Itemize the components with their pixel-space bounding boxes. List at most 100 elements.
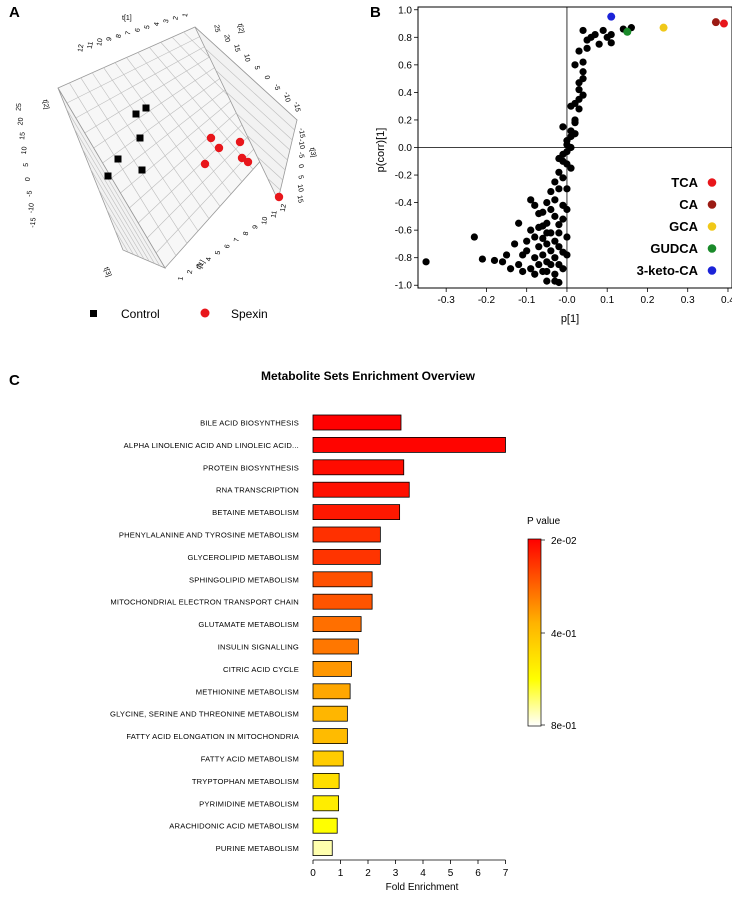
s-plot-axes: -0.3 -0.2 -0.1 -0.0 0.1 0.2 0.3 0.4 1.0 0.8 0.6 0.4… — [395, 5, 732, 306]
s-plot-point — [547, 205, 555, 214]
s-plot-point — [567, 102, 575, 110]
enrichment-bar — [312, 795, 339, 812]
enrichment-bar — [312, 683, 351, 700]
s-plot-point — [579, 26, 587, 35]
tick-label-top: 11 — [87, 41, 95, 49]
s-plot-point — [563, 185, 571, 193]
legend-marker-tca — [707, 178, 717, 187]
wall-grid-line — [82, 148, 150, 262]
enrichment-bar — [312, 481, 410, 498]
tick-label-bottom: 5 — [215, 250, 223, 255]
enrichment-category-label: GLYCINE, SERINE AND THREONINE METABOLISM — [110, 710, 299, 719]
enrichment-bar — [312, 593, 373, 610]
tick-label-left: -5 — [26, 190, 34, 197]
s-plot-point — [575, 86, 583, 94]
enrichment-bar — [312, 817, 338, 834]
x-tick-label: 0.2 — [641, 295, 655, 306]
s-plot-point — [543, 277, 551, 285]
enrichment-bars: BILE ACID BIOSYNTHESIS ALPHA LINOLENIC AC… — [110, 414, 506, 857]
s-plot-point — [539, 222, 547, 230]
tick-label-left: 10 — [21, 146, 29, 154]
tick-label-top: 9 — [106, 37, 114, 42]
tick-label-right: 15 — [232, 44, 240, 53]
enrichment-x-label: Fold Enrichment — [386, 882, 459, 893]
tick-label-bottom: 10 — [261, 216, 269, 225]
enrichment-category-label: GLYCEROLIPID METABOLISM — [188, 553, 300, 562]
wall-grid-line — [236, 113, 288, 161]
wall-grid-line — [90, 168, 145, 260]
enrichment-bar — [312, 459, 405, 476]
enrichment-category-label: PURINE METABOLISM — [216, 844, 299, 853]
y-tick-label: 1.0 — [398, 5, 412, 16]
enrichment-category-label: PYRIMIDINE METABOLISM — [199, 799, 299, 808]
axis-title-t3-right: t[3] — [308, 147, 317, 158]
tick-label-floor: 5 — [296, 175, 304, 180]
highlight-point-tca — [719, 19, 728, 28]
tick-label-right: 20 — [222, 34, 230, 43]
s-plot-point — [535, 260, 543, 269]
axis-title-t3-left: t[3] — [102, 266, 112, 278]
s-plot-point — [591, 30, 599, 39]
tick-label-top: 10 — [96, 38, 104, 47]
s-plot-point — [498, 258, 507, 266]
enrichment-bar — [312, 616, 362, 633]
tick-label-floor: 15 — [295, 195, 303, 204]
s-plot-point — [527, 265, 535, 273]
s-plot-point — [527, 196, 535, 204]
s-plot-point — [535, 210, 543, 218]
tick-label-left: 15 — [19, 132, 27, 140]
tick-label-bottom: 1 — [177, 276, 185, 281]
enrichment-bar — [312, 750, 344, 767]
s-plot-point — [515, 219, 523, 227]
x-tick-label: 0 — [310, 868, 316, 879]
x-tick-label: 2 — [365, 868, 371, 879]
enrichment-bar — [312, 526, 381, 543]
legend-spexin-marker — [200, 308, 210, 318]
s-plot-point — [559, 174, 567, 182]
s-plot-x-label: p[1] — [561, 313, 579, 325]
s-plot-point — [547, 187, 555, 196]
enrichment-bar — [312, 638, 359, 655]
tick-label-right: 10 — [242, 54, 250, 63]
s-plot-point — [523, 237, 531, 245]
x-tick-label: 0.1 — [600, 295, 614, 306]
spexin-point — [274, 192, 284, 202]
s-plot-point — [551, 196, 559, 204]
x-tick-label: 0.3 — [681, 295, 695, 306]
s-plot-point — [555, 221, 563, 229]
s-plot-point — [567, 164, 575, 172]
colorbar — [527, 538, 542, 727]
y-tick-label: -1.0 — [395, 281, 413, 292]
tick-label-left: 0 — [25, 177, 32, 182]
y-tick-label: -0.6 — [395, 226, 413, 237]
x-tick-label: 5 — [448, 868, 454, 879]
tick-label-bottom: 4 — [205, 257, 213, 262]
s-plot-point — [607, 39, 615, 47]
axis-title-t1-bottom: t[1] — [196, 259, 207, 271]
tick-label-floor: -15 — [297, 128, 306, 139]
tick-label-right: -15 — [292, 101, 301, 112]
wall-grid-line — [205, 48, 295, 131]
enrichment-category-label: PHENYLALANINE AND TYROSINE METABOLISM — [119, 531, 299, 540]
s-plot: -0.3 -0.2 -0.1 -0.0 0.1 0.2 0.3 0.4 1.0 0.8 0.6 0.4… — [375, 5, 732, 325]
legend-label-ca: CA — [679, 197, 698, 212]
tick-label-left: 5 — [23, 163, 30, 168]
s-plot-point — [527, 226, 535, 234]
score-plot-grid — [57, 26, 298, 269]
legend-control-label: Control — [121, 307, 160, 321]
control-point — [104, 172, 112, 180]
x-tick-label: 3 — [393, 868, 399, 879]
s-plot-point — [470, 233, 478, 241]
s-plot-point — [599, 26, 607, 35]
s-plot-point — [563, 251, 571, 259]
legend-spexin-label: Spexin — [231, 307, 268, 321]
s-plot-point — [551, 237, 559, 245]
x-tick-label: 1 — [338, 868, 344, 879]
highlight-point-3-keto-ca — [607, 12, 616, 21]
tick-label-bottom: 7 — [233, 237, 241, 242]
x-tick-label: 4 — [420, 868, 426, 879]
tick-label-right: 5 — [253, 65, 261, 70]
enrichment-bar — [312, 571, 373, 588]
s-plot-point — [563, 233, 571, 241]
enrichment-category-label: CITRIC ACID CYCLE — [223, 665, 299, 674]
